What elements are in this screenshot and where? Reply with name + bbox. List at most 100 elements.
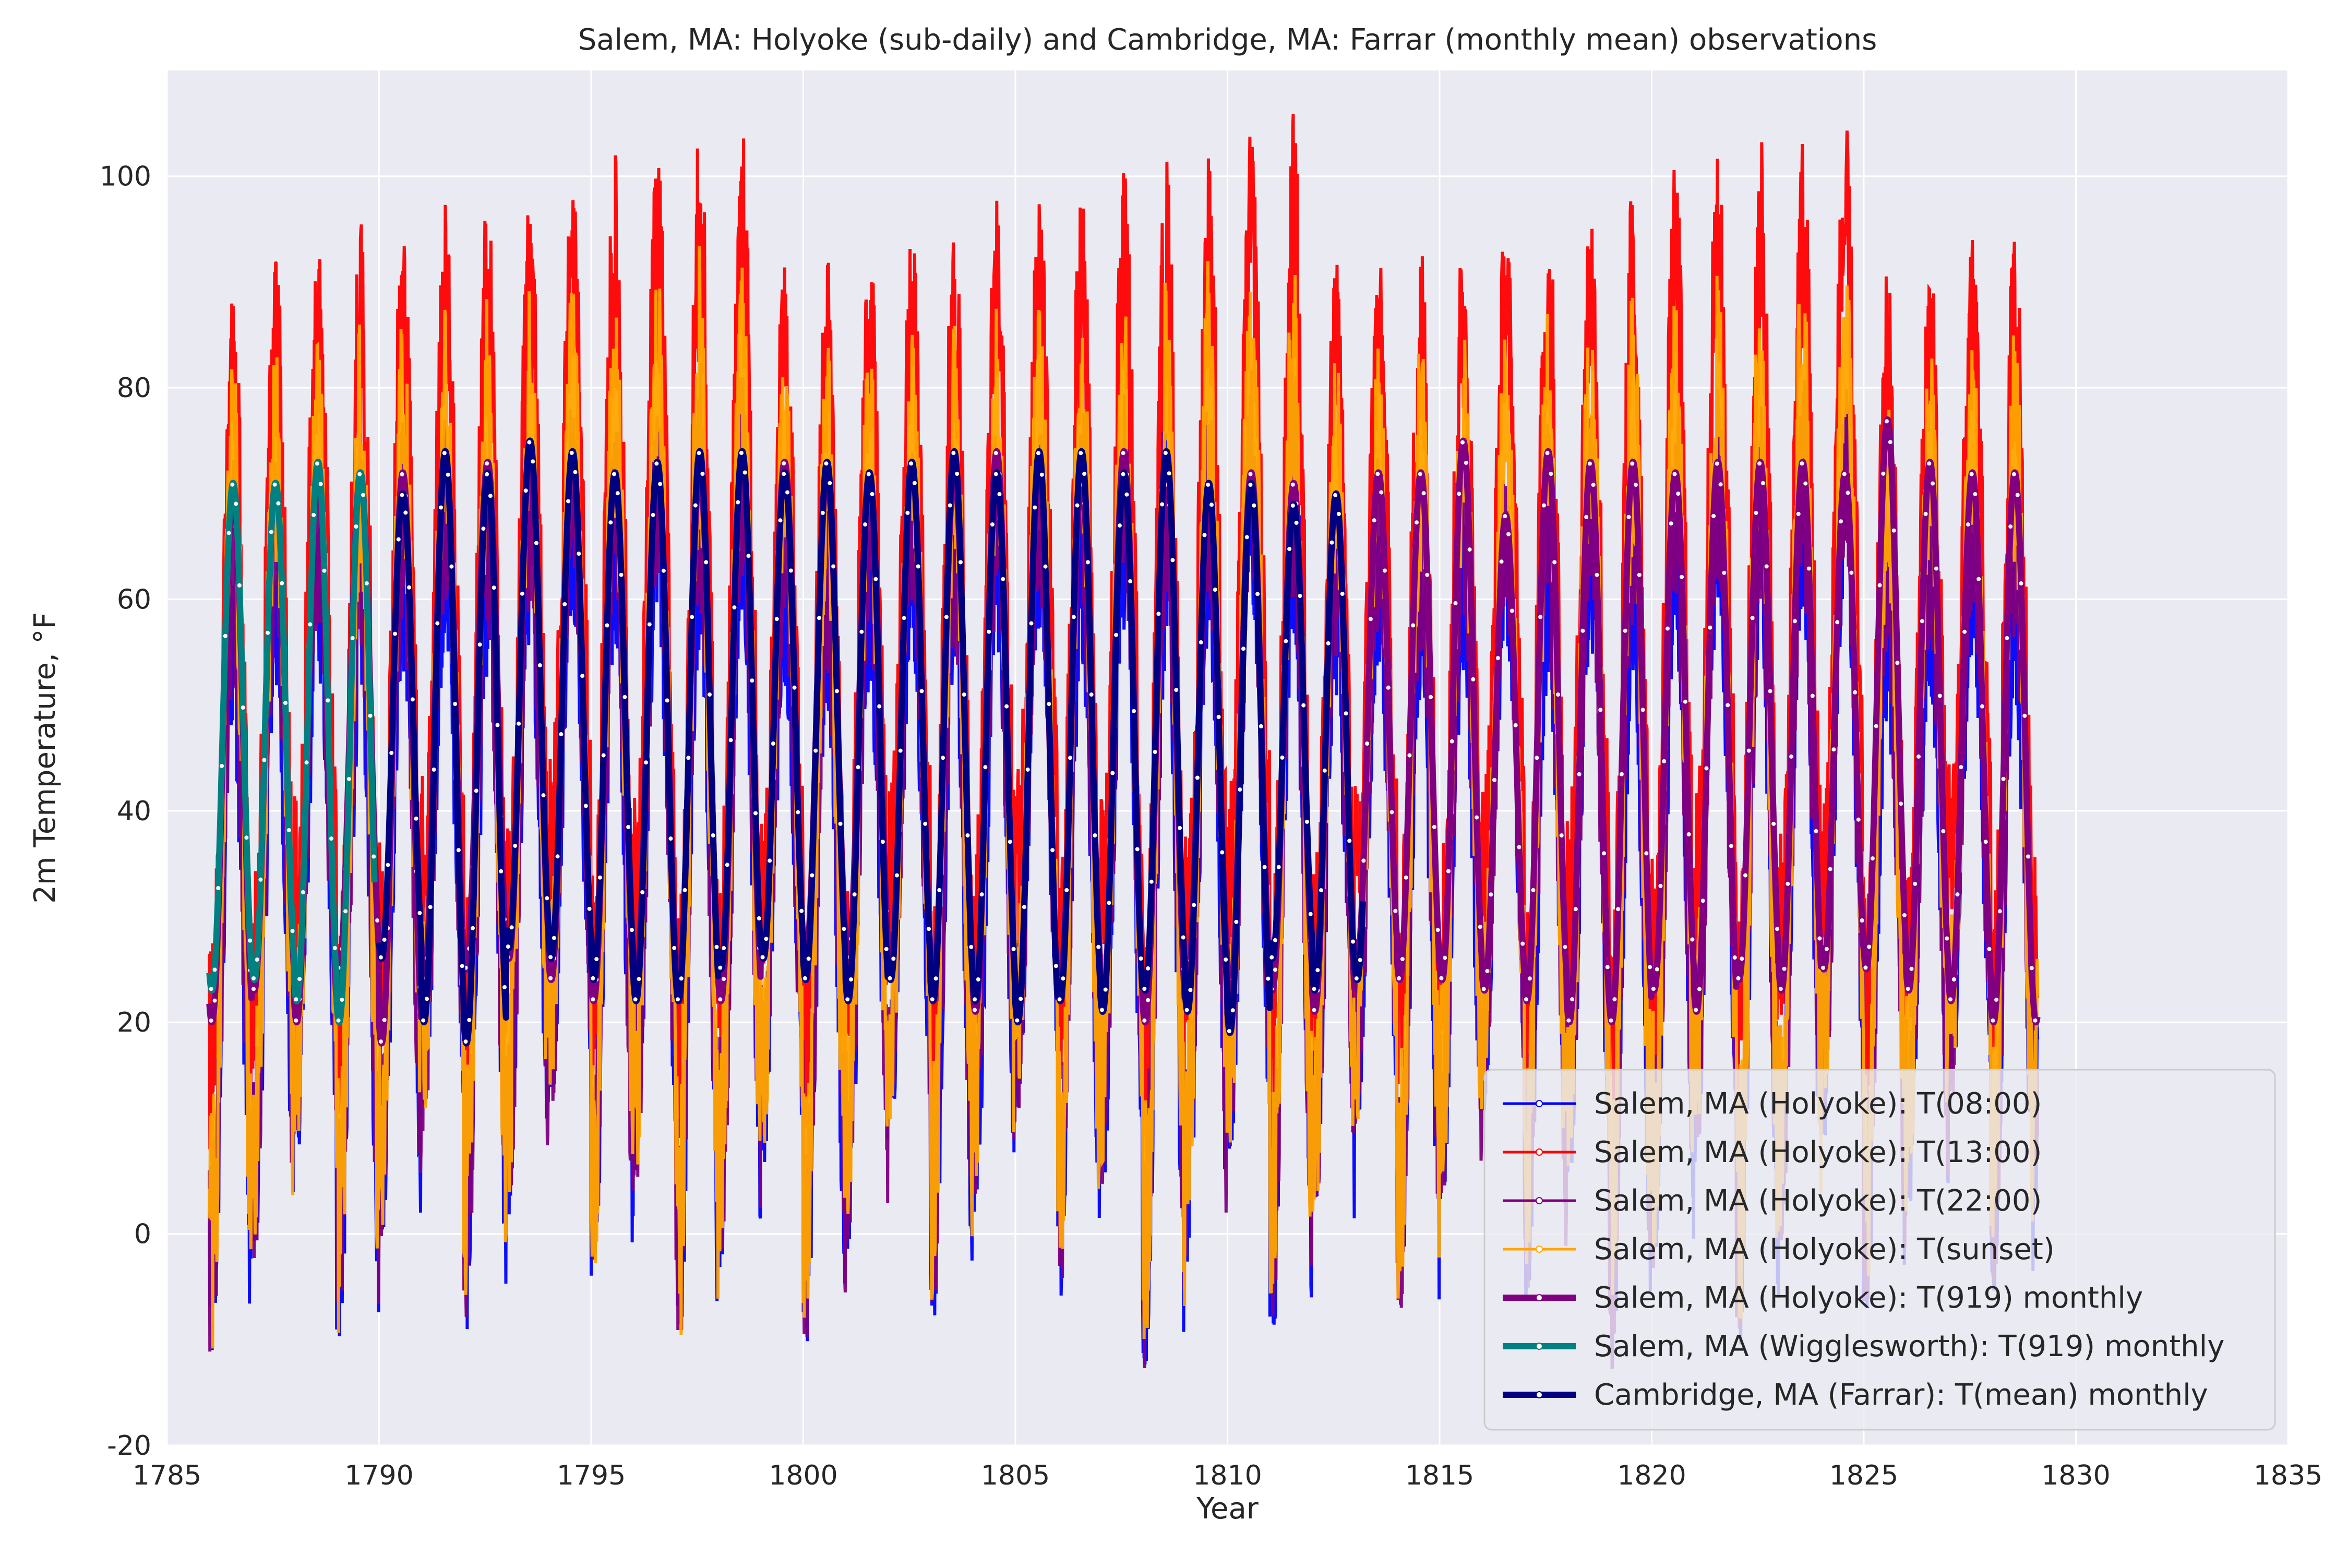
monthly-marker (279, 580, 285, 586)
series-line (206, 459, 378, 1026)
x-tick-label: 1810 (1193, 1460, 1262, 1491)
monthly-marker (1668, 520, 1674, 527)
monthly-marker (1374, 471, 1381, 477)
monthly-marker (1908, 965, 1915, 972)
monthly-marker (487, 493, 494, 499)
monthly-marker (547, 954, 554, 961)
monthly-marker (1212, 586, 1218, 593)
legend: Salem, MA (Holyoke): T(08:00) Salem, MA (… (1483, 1069, 2276, 1431)
monthly-marker (1919, 618, 1925, 625)
monthly-marker (1272, 937, 1278, 943)
monthly-marker (360, 492, 366, 498)
monthly-marker (738, 450, 745, 456)
monthly-marker (1972, 490, 1979, 497)
monthly-marker (1852, 689, 1859, 696)
monthly-marker (791, 684, 798, 691)
monthly-marker (300, 889, 306, 895)
monthly-marker (1947, 996, 1954, 1003)
monthly-marker (781, 460, 787, 467)
legend-label: Salem, MA (Holyoke): T(13:00) (1594, 1135, 2042, 1169)
monthly-marker (809, 872, 816, 879)
monthly-marker (950, 450, 957, 457)
monthly-marker (1445, 868, 1452, 875)
monthly-marker (314, 460, 320, 467)
monthly-marker (2014, 492, 2021, 498)
data-layer (206, 114, 2041, 1369)
monthly-marker (957, 559, 964, 566)
monthly-marker (317, 481, 324, 487)
monthly-marker (1866, 943, 1873, 950)
monthly-marker (1813, 828, 1819, 834)
monthly-marker (243, 834, 250, 841)
x-tick-label: 1835 (2254, 1460, 2322, 1491)
monthly-marker (1191, 902, 1197, 908)
y-tick-label: 0 (134, 1219, 151, 1250)
monthly-marker (550, 935, 557, 941)
monthly-marker (325, 697, 331, 704)
monthly-marker (547, 975, 554, 982)
monthly-marker (1417, 471, 1423, 477)
monthly-marker (926, 926, 932, 932)
monthly-marker (271, 481, 278, 488)
monthly-marker (1799, 460, 1805, 467)
x-tick-label: 1790 (344, 1460, 413, 1491)
monthly-marker (2028, 965, 2035, 972)
monthly-marker (1844, 489, 1851, 496)
monthly-marker (310, 511, 317, 518)
monthly-marker (1488, 891, 1494, 898)
monthly-marker (1067, 755, 1073, 761)
monthly-marker (1537, 614, 1544, 620)
monthly-marker (1964, 521, 1971, 528)
monthly-marker (717, 996, 724, 1003)
monthly-marker (614, 490, 621, 497)
monthly-marker (844, 996, 851, 1003)
monthly-marker (1823, 945, 1830, 952)
monthly-marker (1576, 771, 1583, 777)
monthly-marker (293, 996, 300, 1003)
monthly-marker (1791, 618, 1798, 625)
monthly-marker (1428, 693, 1434, 700)
legend-label: Salem, MA (Wigglesworth): T(919) monthly (1594, 1330, 2224, 1363)
monthly-marker (1003, 703, 1010, 710)
monthly-marker (473, 787, 480, 794)
monthly-marker (1707, 624, 1714, 631)
monthly-marker (1890, 527, 1897, 534)
monthly-marker (911, 480, 918, 486)
monthly-marker (653, 460, 660, 467)
monthly-marker (1696, 986, 1703, 992)
monthly-marker (890, 955, 897, 962)
monthly-marker (1975, 576, 1982, 582)
monthly-marker (1784, 880, 1791, 887)
monthly-marker (703, 559, 710, 566)
monthly-marker (1180, 934, 1187, 941)
monthly-marker (805, 955, 812, 962)
y-axis-label: 2m Temperature, °F (28, 612, 62, 904)
monthly-marker (717, 964, 724, 971)
monthly-marker (219, 762, 225, 769)
monthly-marker (1251, 502, 1257, 509)
monthly-marker (1074, 502, 1081, 509)
monthly-marker (1346, 837, 1353, 844)
monthly-marker (696, 450, 702, 457)
monthly-marker (1859, 917, 1865, 924)
monthly-marker (1689, 936, 1696, 943)
monthly-marker (978, 891, 985, 898)
monthly-marker (1912, 880, 1919, 887)
monthly-marker (1169, 557, 1176, 564)
monthly-marker (1685, 831, 1692, 837)
monthly-marker (972, 1007, 978, 1013)
monthly-marker (2032, 1017, 2039, 1024)
monthly-marker (756, 915, 762, 921)
monthly-marker (819, 509, 826, 516)
monthly-marker (1590, 482, 1597, 488)
monthly-marker (841, 926, 847, 932)
monthly-marker (1148, 878, 1155, 885)
monthly-marker (1494, 655, 1501, 662)
monthly-marker (929, 996, 936, 1003)
monthly-marker (618, 571, 625, 578)
monthly-marker (1597, 707, 1604, 713)
monthly-marker (289, 928, 296, 935)
monthly-marker (897, 747, 904, 754)
legend-box (1483, 1069, 2276, 1431)
monthly-marker (512, 842, 519, 849)
